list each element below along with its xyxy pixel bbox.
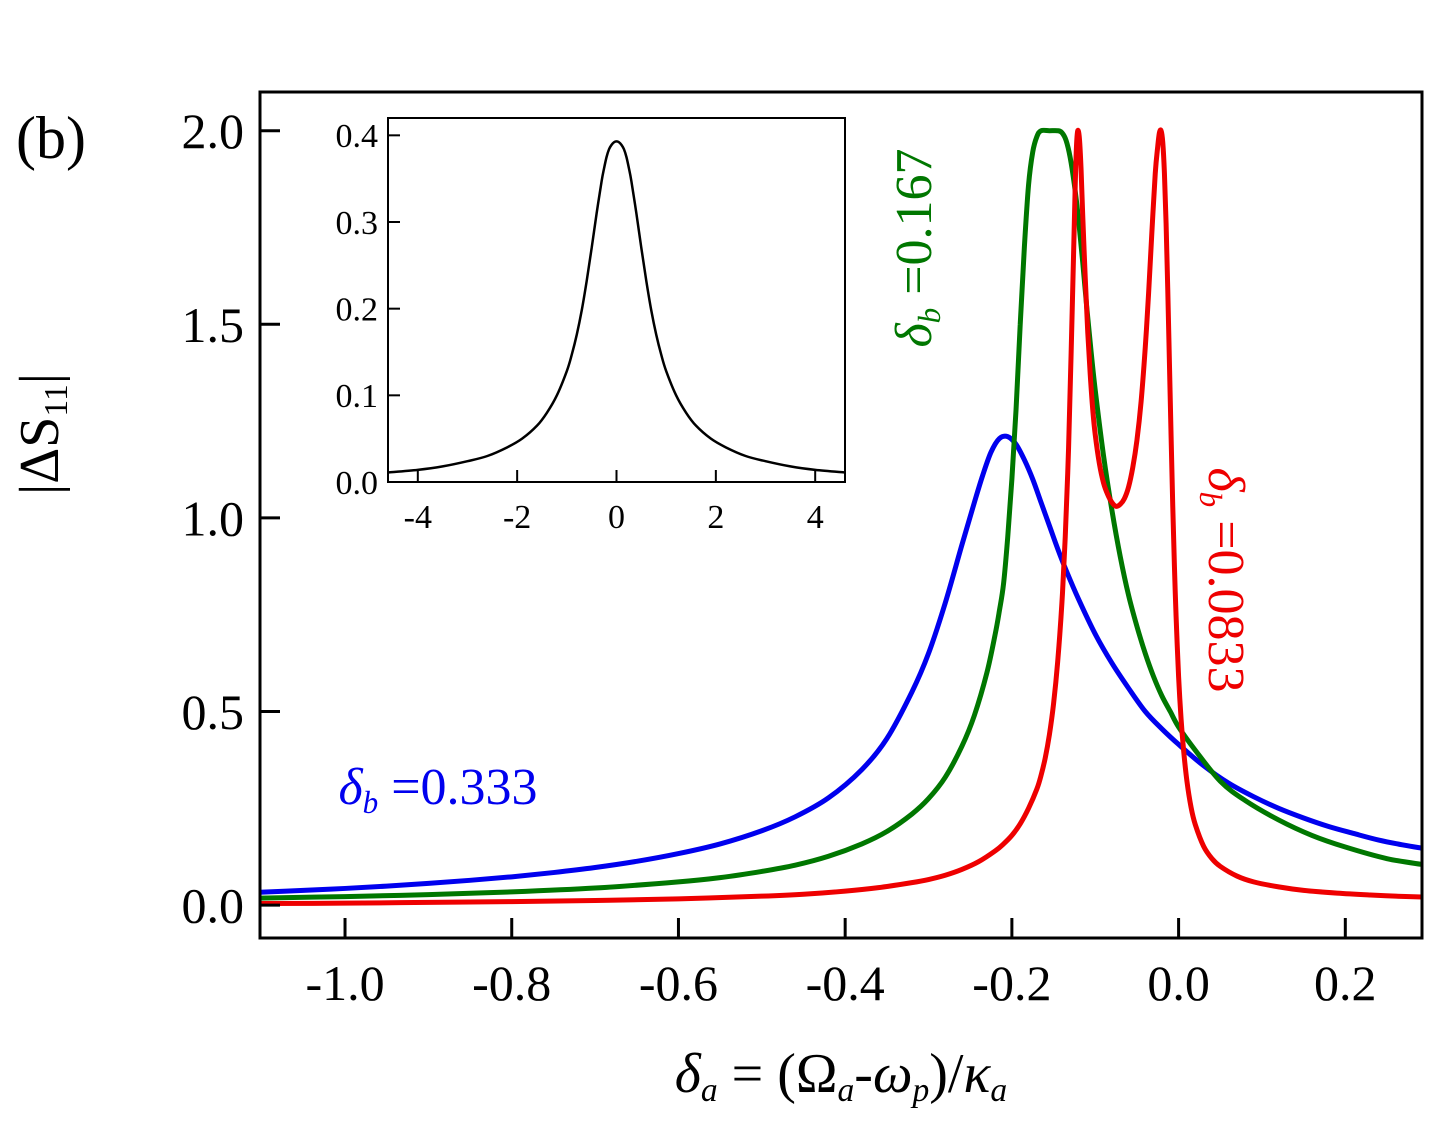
label-part: b [1193,491,1229,508]
label-part: κ [963,1043,991,1105]
label-part: |ΔS [9,416,71,495]
y-tick-label: 0.1 [336,378,379,415]
annotation-delta-b-0167: δb =0.167 [884,78,947,418]
label-part: = ( [717,1043,796,1105]
plot-frame [258,90,1424,940]
y-tick-label: 1.0 [182,490,245,546]
x-tick-label: 0.0 [1147,955,1210,1011]
y-tick-label: 0.0 [182,878,245,934]
label-part: )/ [929,1043,964,1105]
series-delta_b=0.167 [260,127,1422,901]
y-tick-label: 1.5 [182,297,245,353]
x-tick-label: -2 [503,499,531,536]
annotation-delta-b-0333: δb =0.333 [288,758,588,820]
label-part: Ω [795,1043,838,1105]
y-tick-label: 0.4 [336,118,379,155]
y-tick-label: 0.2 [336,292,379,329]
x-tick-label: 0.2 [1314,955,1377,1011]
annotation-delta-b-00833: δb =0.0833 [1193,370,1256,790]
series-inset-response [388,140,845,474]
plot-frame [387,117,846,483]
label-part: a [837,1072,855,1110]
x-tick-label: -4 [404,499,432,536]
label-part: =0.0833 [1197,507,1254,693]
label-part: δ [338,759,363,816]
label-part: δ [1197,467,1254,492]
y-tick-label: 0.0 [336,465,379,502]
x-tick-label: 4 [807,499,824,536]
series-delta_b=0.0833 [260,127,1422,907]
label-part: δ [674,1043,701,1105]
x-tick-label: -1.0 [305,955,384,1011]
label-part: 11 [38,384,76,417]
series-delta_b=0.333 [260,433,1422,895]
label-part: ω [872,1043,913,1105]
y-axis-label: |ΔS11| [8,284,76,584]
label-part: a [700,1072,718,1110]
label-part: δ [886,323,943,348]
panel-label: (b) [16,105,86,171]
y-tick-label: 2.0 [182,103,245,159]
x-tick-label: -0.2 [972,955,1051,1011]
label-part: =0.167 [886,148,943,308]
label-part: - [854,1043,873,1105]
x-tick-label: 2 [707,499,724,536]
label-part: | [9,373,71,385]
label-part: b [911,307,947,324]
label-part: a [990,1072,1008,1110]
x-tick-label: -0.4 [806,955,885,1011]
y-tick-label: 0.5 [182,684,245,740]
x-tick-label: 0 [608,499,625,536]
x-tick-label: -0.8 [472,955,551,1011]
x-tick-label: -0.6 [639,955,718,1011]
label-part: p [912,1072,930,1110]
label-part: b [362,784,379,820]
y-tick-label: 0.3 [336,205,379,242]
label-part: =0.333 [378,759,538,816]
x-axis-label: δa = (Ωa-ωp)/κa [441,1042,1241,1110]
